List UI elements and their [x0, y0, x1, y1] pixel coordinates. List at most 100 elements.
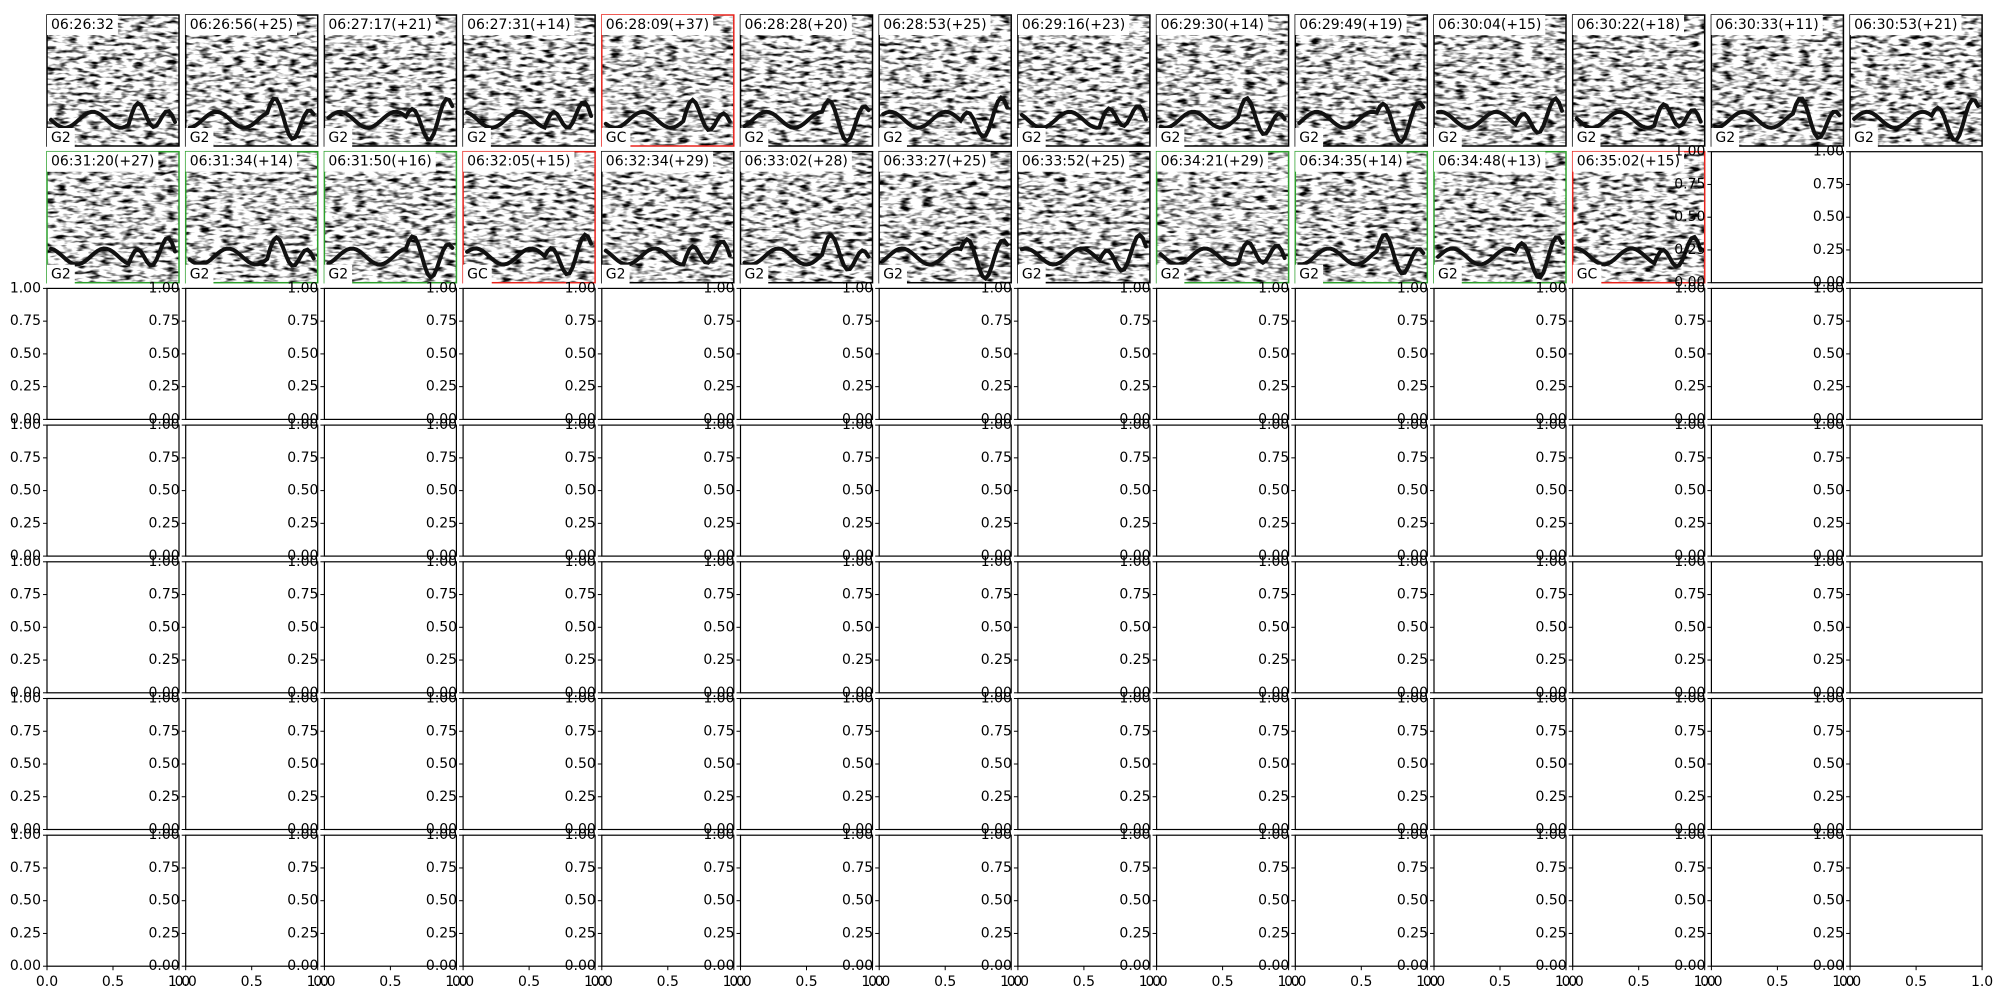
y-tick-label: 0.25: [703, 515, 734, 531]
x-tick-label: 0.0: [1839, 974, 1861, 990]
call-trace: [326, 234, 455, 281]
y-tick-label: 0.50: [1397, 619, 1428, 635]
class-label-bg: [1017, 128, 1046, 148]
y-tick-label: 0.50: [1258, 483, 1289, 499]
call-trace: [742, 232, 871, 272]
y-tick-label: 0.75: [1536, 723, 1567, 739]
y-tick-label: 0.75: [149, 587, 180, 603]
class-label-group: G2: [463, 128, 491, 148]
y-tick-label: 0.50: [1258, 893, 1289, 909]
y-tick-label: 0.00: [426, 685, 457, 701]
y-tick-label: 0.50: [1813, 483, 1844, 499]
y-tick-label: 0.75: [10, 587, 41, 603]
class-label-bg: [463, 264, 492, 285]
y-tick-label: 1.00: [1674, 144, 1705, 160]
y-tick-label: 0.75: [981, 860, 1012, 876]
y-tick-label: 0.00: [1813, 685, 1844, 701]
time-label: 06:27:17(+21): [328, 17, 431, 33]
time-label: 06:35:02(+15): [1577, 154, 1680, 170]
class-label: G2: [1299, 267, 1319, 283]
y-tick-label: 0.25: [1536, 925, 1567, 941]
y-tick-label: 1.00: [1813, 144, 1844, 160]
y-tick-label: 0.00: [565, 411, 596, 427]
class-label-group: G2: [1156, 128, 1185, 148]
class-label-bg: [879, 128, 907, 148]
y-tick-label: 0.00: [1674, 411, 1705, 427]
spectrogram-panel: [1017, 14, 1151, 147]
class-label: G2: [51, 130, 71, 146]
class-label-group: G2: [1295, 264, 1324, 285]
x-tick-label: 1.0: [723, 974, 745, 990]
x-tick-label: 0.5: [795, 974, 817, 990]
x-tick-label: 1.0: [1277, 974, 1299, 990]
y-tick-label: 0.50: [1674, 619, 1705, 635]
y-tick-label: 0.75: [703, 450, 734, 466]
time-label: 06:33:52(+25): [1022, 154, 1125, 170]
y-tick-label: 0.00: [1258, 958, 1289, 974]
spectrogram: [324, 15, 457, 146]
call-trace: [742, 98, 871, 144]
time-label: 06:26:56(+25): [190, 17, 293, 33]
x-tick-label: 0.5: [102, 974, 124, 990]
y-tick-label: 0.75: [981, 450, 1012, 466]
x-tick-label: 1.0: [1000, 974, 1022, 990]
y-tick-label: 0.50: [1674, 756, 1705, 772]
y-tick-label: 0.25: [981, 379, 1012, 395]
time-label-bg: [1711, 15, 1823, 35]
class-label-bg: [1156, 128, 1185, 148]
class-label-bg: [879, 264, 907, 285]
y-tick-label: 0.00: [287, 411, 318, 427]
y-tick-label: 0.25: [565, 789, 596, 805]
y-tick-label: 0.50: [1674, 209, 1705, 225]
call-trace: [881, 95, 1010, 139]
y-tick-label: 0.25: [703, 925, 734, 941]
y-tick-label: 0.00: [842, 411, 873, 427]
time-label-bg: [1017, 15, 1130, 35]
x-tick-label: 0.0: [729, 974, 751, 990]
class-label: GC: [467, 267, 488, 283]
y-tick-label: 0.25: [426, 789, 457, 805]
x-tick-label: 0.0: [1145, 974, 1167, 990]
y-tick-label: 1.00: [1258, 691, 1289, 707]
x-tick-label: 0.5: [1073, 974, 1095, 990]
class-label: GC: [606, 130, 627, 146]
x-tick-label: 0.0: [452, 974, 474, 990]
time-label-bg: [185, 151, 298, 172]
y-tick-label: 0.00: [1397, 685, 1428, 701]
y-tick-label: 0.75: [1674, 723, 1705, 739]
y-tick-label: 0.75: [1674, 450, 1705, 466]
y-tick-label: 1.00: [703, 827, 734, 843]
y-tick-label: 0.00: [842, 822, 873, 838]
y-tick-label: 0.25: [1258, 789, 1289, 805]
y-tick-label: 0.00: [10, 411, 41, 427]
x-tick-label: 1.0: [1694, 974, 1716, 990]
y-tick-label: 0.75: [1258, 313, 1289, 329]
y-tick-label: 0.25: [842, 789, 873, 805]
y-tick-label: 0.75: [842, 313, 873, 329]
spectrogram: [879, 151, 1012, 283]
y-tick-label: 0.50: [842, 619, 873, 635]
time-label: 06:29:30(+14): [1161, 17, 1264, 33]
call-trace: [881, 236, 1010, 282]
y-tick-label: 1.00: [1536, 417, 1567, 433]
spectrogram-panel: [1294, 14, 1429, 147]
time-label-bg: [740, 151, 852, 172]
call-trace: [1297, 100, 1426, 145]
class-label-bg: [463, 128, 491, 148]
y-tick-label: 0.25: [287, 515, 318, 531]
y-tick-label: 0.25: [149, 379, 180, 395]
y-tick-label: 0.50: [426, 346, 457, 362]
time-label-group: 06:27:17(+21): [324, 15, 436, 35]
y-tick-label: 0.00: [981, 685, 1012, 701]
spectrogram-panel: [878, 150, 1012, 284]
y-tick-label: 0.25: [287, 652, 318, 668]
y-tick-label: 0.00: [1258, 685, 1289, 701]
call-trace: [1713, 96, 1842, 141]
y-tick-label: 1.00: [1536, 554, 1567, 570]
class-label-group: G2: [1156, 264, 1185, 285]
y-tick-label: 0.25: [1674, 925, 1705, 941]
y-tick-label: 1.00: [981, 280, 1012, 296]
class-label-bg: [1850, 128, 1878, 148]
y-tick-label: 0.50: [703, 619, 734, 635]
x-tick-label: 0.0: [1700, 974, 1722, 990]
